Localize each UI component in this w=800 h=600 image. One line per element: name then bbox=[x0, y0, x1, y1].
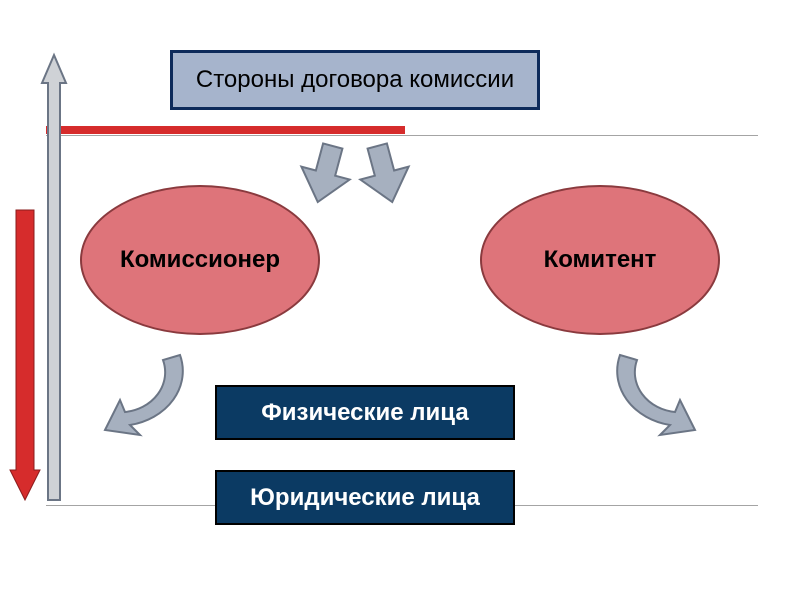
ellipse-committent: Комитент bbox=[480, 185, 720, 335]
side-red-arrow bbox=[10, 210, 40, 500]
title-text: Стороны договора комиссии bbox=[196, 66, 514, 94]
box-jur: Юридические лица bbox=[215, 470, 515, 525]
box-jur-label: Юридические лица bbox=[250, 484, 480, 512]
title-underline bbox=[46, 126, 405, 134]
block-arrow-left bbox=[300, 145, 350, 205]
curved-arrow-left bbox=[95, 350, 205, 445]
curved-arrow-right bbox=[595, 350, 705, 445]
box-phys: Физические лица bbox=[215, 385, 515, 440]
ellipse-commissioner: Комиссионер bbox=[80, 185, 320, 335]
box-phys-label: Физические лица bbox=[261, 399, 468, 427]
hr-top bbox=[46, 135, 758, 136]
ellipse-committent-label: Комитент bbox=[544, 246, 657, 274]
ellipse-commissioner-label: Комиссионер bbox=[120, 246, 280, 274]
title-box: Стороны договора комиссии bbox=[170, 50, 540, 110]
side-gray-arrow bbox=[42, 55, 66, 500]
block-arrow-right bbox=[360, 145, 410, 205]
